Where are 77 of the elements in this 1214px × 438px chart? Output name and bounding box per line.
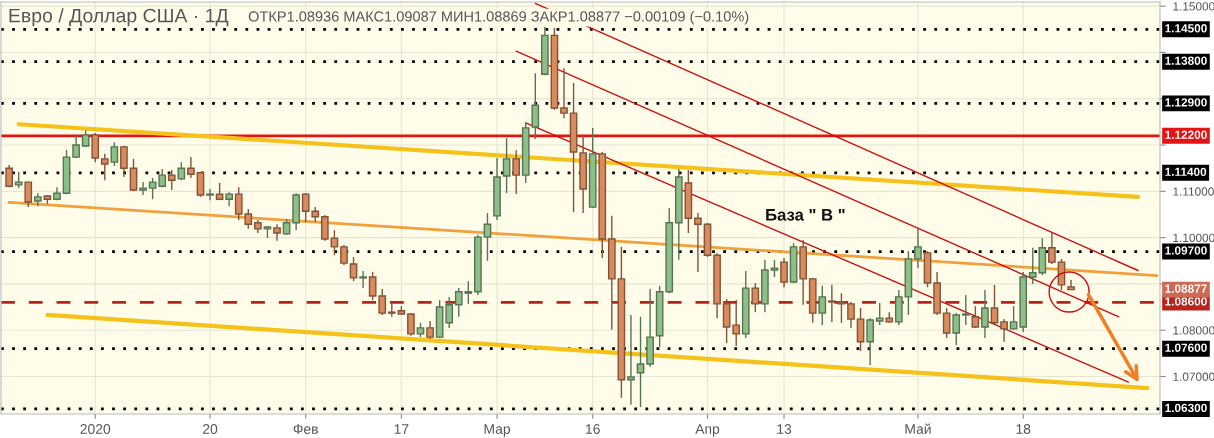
candlestick bbox=[942, 307, 951, 339]
candlestick bbox=[330, 229, 339, 256]
candlestick bbox=[100, 153, 109, 181]
x-tick-label: 13 bbox=[777, 424, 792, 434]
x-tick-label: Мар bbox=[484, 424, 511, 437]
y-tick-label: 1.15000 bbox=[1173, 2, 1214, 11]
ref-line-label: 1.12900 bbox=[1165, 98, 1207, 107]
ref-line-label: 1.11400 bbox=[1165, 167, 1207, 176]
candlestick bbox=[407, 312, 415, 337]
candlestick bbox=[952, 312, 961, 346]
candlestick bbox=[875, 302, 884, 326]
annotation: База " В " bbox=[766, 209, 845, 221]
y-tick-label: 1.08000 bbox=[1173, 326, 1214, 335]
x-tick-label: Апр bbox=[695, 424, 720, 437]
candlestick bbox=[426, 320, 434, 340]
candlestick bbox=[990, 284, 999, 326]
candlestick bbox=[483, 212, 492, 262]
candlestick bbox=[206, 188, 214, 201]
candlestick bbox=[780, 257, 788, 288]
candlestick bbox=[627, 314, 635, 406]
candlestick bbox=[129, 158, 138, 192]
candlestick bbox=[866, 317, 874, 366]
ref-line-label: 1.12200 bbox=[1165, 130, 1207, 139]
x-tick-label: 2020 bbox=[80, 424, 111, 434]
candlestick bbox=[971, 305, 980, 329]
x-tick-label: Фев bbox=[293, 424, 318, 434]
candlestick bbox=[91, 132, 100, 163]
candlestick bbox=[694, 212, 702, 273]
candlestick bbox=[1048, 232, 1056, 265]
candlestick bbox=[837, 292, 846, 324]
candlestick bbox=[148, 177, 157, 200]
x-tick-label: 20 bbox=[203, 424, 218, 434]
candlestick bbox=[961, 294, 970, 326]
text: 1.08877 bbox=[1165, 284, 1207, 293]
candlestick bbox=[359, 270, 367, 289]
candlestick bbox=[828, 284, 836, 323]
x-tick-label: 17 bbox=[394, 424, 409, 434]
x-tick-label: Май bbox=[905, 423, 931, 434]
candlestick bbox=[349, 256, 358, 282]
candlestick bbox=[24, 181, 33, 208]
candlestick bbox=[847, 301, 855, 329]
candlestick bbox=[560, 67, 568, 119]
candlestick bbox=[981, 289, 989, 339]
y-tick-label: 1.11000 bbox=[1173, 187, 1214, 196]
candlestick bbox=[1057, 258, 1066, 291]
candlestick bbox=[502, 137, 511, 194]
candlestick bbox=[187, 156, 195, 179]
chart-title: Евро / Доллар США · 1Д bbox=[9, 8, 229, 27]
candlestick bbox=[139, 181, 147, 196]
candlestick bbox=[1009, 305, 1018, 331]
candlestick bbox=[512, 149, 521, 195]
candlestick bbox=[340, 244, 348, 266]
candlestick bbox=[732, 299, 741, 347]
candlestick bbox=[1000, 318, 1008, 343]
text: ОТКР1.08936 МАКС1.09087 МИН1.08869 ЗАКР1.08877 −0.00109 (−0.10%) bbox=[248, 10, 749, 25]
candlestick bbox=[818, 285, 827, 326]
ref-line-label: 1.09700 bbox=[1165, 246, 1207, 255]
ref-line-label: 1.14500 bbox=[1165, 24, 1207, 33]
ref-line-label: 1.06300 bbox=[1165, 403, 1207, 413]
ref-line-label: 1.07600 bbox=[1165, 343, 1207, 352]
candlestick bbox=[110, 141, 119, 167]
candlestick bbox=[120, 145, 128, 178]
candlestick bbox=[320, 214, 329, 242]
candlestick bbox=[856, 307, 865, 352]
candlestick bbox=[751, 282, 760, 313]
candlestick bbox=[722, 298, 731, 344]
x-tick-label: 18 bbox=[1016, 424, 1031, 434]
ref-line-label: 1.13800 bbox=[1165, 56, 1207, 65]
y-tick-label: 1.07000 bbox=[1173, 372, 1214, 381]
candlestick bbox=[914, 228, 922, 269]
candlestick bbox=[196, 171, 205, 198]
x-tick-label: 16 bbox=[586, 424, 600, 434]
candlestick bbox=[636, 316, 645, 408]
candlestick bbox=[167, 169, 176, 191]
ref-line-label: 1.08600 bbox=[1165, 297, 1207, 306]
y-tick-label: 1.10000 bbox=[1173, 233, 1214, 243]
candlestick bbox=[445, 296, 454, 329]
